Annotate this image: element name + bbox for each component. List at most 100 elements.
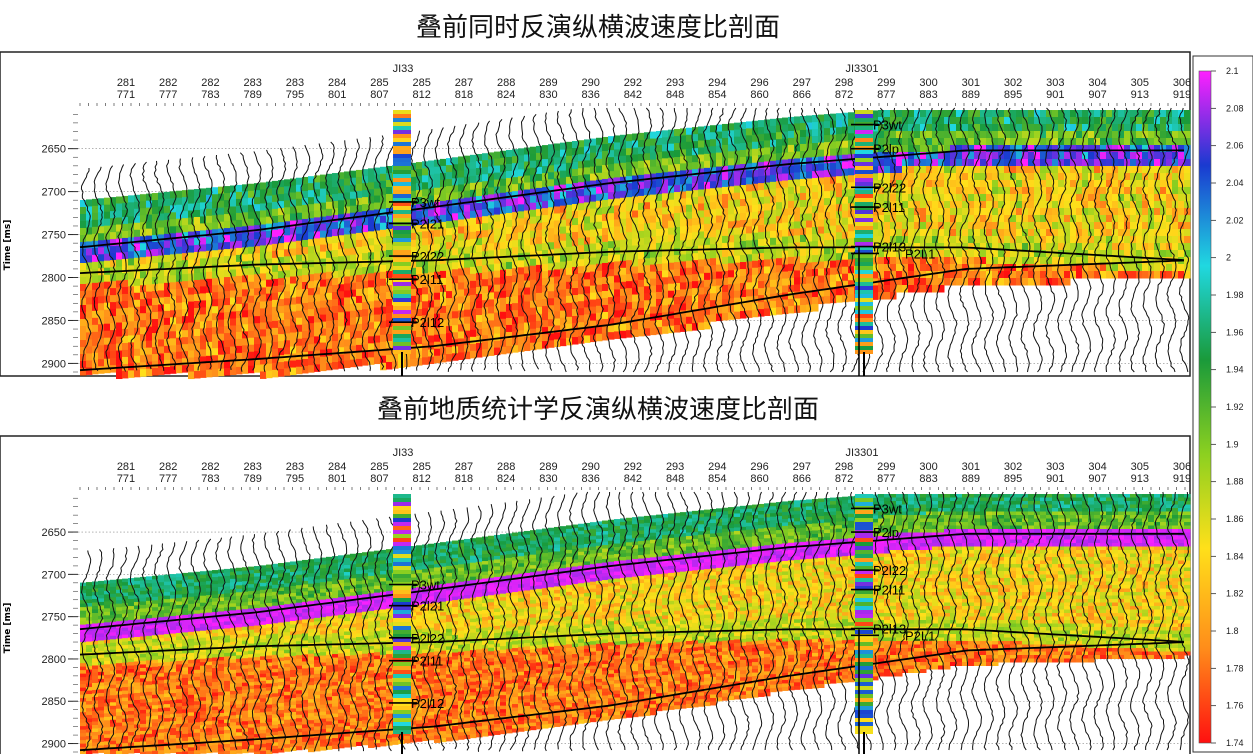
heatmap-cell <box>614 275 621 283</box>
heatmap-cell <box>620 134 627 143</box>
heatmap-cell <box>950 124 957 132</box>
heatmap-cell <box>482 258 489 266</box>
heatmap-cell <box>344 192 351 200</box>
heatmap-cell <box>944 187 951 195</box>
heatmap-cell <box>260 273 267 281</box>
heatmap-cell <box>938 271 945 279</box>
heatmap-cell <box>518 302 525 310</box>
heatmap-cell <box>1016 278 1023 286</box>
heatmap-cell <box>110 302 117 310</box>
heatmap-cell <box>1106 194 1113 202</box>
heatmap-cell <box>548 277 555 285</box>
heatmap-cell <box>596 228 603 237</box>
heatmap-cell <box>848 287 855 295</box>
heatmap-cell <box>440 326 447 335</box>
heatmap-cell <box>608 178 615 186</box>
heatmap-cell <box>224 277 231 285</box>
heatmap-cell <box>698 252 705 260</box>
heatmap-cell <box>566 162 573 171</box>
heatmap-cell <box>554 248 561 256</box>
heatmap-cell <box>848 224 855 232</box>
heatmap-cell <box>1064 208 1071 216</box>
heatmap-cell <box>542 334 549 342</box>
heatmap-cell <box>722 151 729 160</box>
heatmap-cell <box>542 159 549 167</box>
heatmap-cell <box>752 225 759 234</box>
heatmap-cell <box>272 236 279 245</box>
heatmap-cell <box>566 316 573 325</box>
heatmap-cell <box>1064 215 1071 223</box>
heatmap-cell <box>950 159 957 167</box>
heatmap-cell <box>686 239 693 248</box>
heatmap-cell <box>944 173 951 181</box>
heatmap-cell <box>260 266 267 274</box>
heatmap-cell <box>944 180 951 188</box>
heatmap-cell <box>674 178 681 186</box>
heatmap-cell <box>998 271 1005 279</box>
heatmap-cell <box>344 178 351 186</box>
heatmap-cell <box>812 304 819 312</box>
heatmap-cell <box>272 334 279 343</box>
heatmap-cell <box>458 247 465 255</box>
heatmap-cell <box>200 202 207 210</box>
heatmap-cell <box>890 145 897 153</box>
heatmap-cell <box>740 122 747 130</box>
heatmap-cell <box>488 264 495 272</box>
heatmap-cell <box>536 152 543 161</box>
heatmap-cell <box>380 215 387 224</box>
heatmap-cell <box>356 246 363 255</box>
heatmap-cell <box>218 256 225 265</box>
heatmap-cell <box>92 324 99 333</box>
heatmap-cell <box>584 167 591 175</box>
heatmap-cell <box>788 130 795 139</box>
well-label-ji33: JI33 <box>393 63 414 75</box>
x-tick-label-upper: 290 <box>581 77 599 89</box>
heatmap-cell <box>434 250 441 259</box>
heatmap-cell <box>434 327 441 336</box>
heatmap-cell <box>608 304 615 312</box>
heatmap-cell <box>326 327 333 336</box>
heatmap-cell <box>734 157 741 166</box>
heatmap-cell <box>644 244 651 252</box>
heatmap-cell <box>1088 124 1095 132</box>
heatmap-cell <box>962 271 969 279</box>
heatmap-cell <box>194 300 201 309</box>
heatmap-cell <box>122 342 129 351</box>
heatmap-cell <box>608 269 615 277</box>
heatmap-cell <box>644 258 651 266</box>
heatmap-cell <box>1034 257 1041 265</box>
heatmap-cell <box>530 279 537 288</box>
heatmap-cell <box>1118 271 1125 279</box>
heatmap-cell <box>1094 229 1101 237</box>
heatmap-cell <box>326 215 333 224</box>
heatmap-cell <box>1076 257 1083 265</box>
heatmap-cell <box>284 242 291 250</box>
heatmap-cell <box>488 292 495 300</box>
heatmap-cell <box>494 228 501 237</box>
heatmap-cell <box>992 117 999 125</box>
heatmap-cell <box>338 263 345 271</box>
heatmap-cell <box>908 180 915 188</box>
heatmap-cell <box>146 284 153 293</box>
heatmap-cell <box>524 273 531 282</box>
heatmap-cell <box>836 120 843 128</box>
heatmap-cell <box>752 204 759 213</box>
heatmap-cell <box>698 140 705 148</box>
heatmap-cell <box>596 277 603 286</box>
heatmap-cell <box>950 173 957 181</box>
heatmap-cell <box>692 239 699 247</box>
heatmap-cell <box>758 127 765 135</box>
heatmap-cell <box>734 304 741 313</box>
heatmap-cell <box>116 280 123 289</box>
heatmap-cell <box>938 215 945 223</box>
heatmap-cell <box>590 285 597 294</box>
heatmap-cell <box>596 165 603 174</box>
heatmap-cell <box>992 166 999 174</box>
heatmap-cell <box>146 193 153 202</box>
heatmap-cell <box>920 215 927 223</box>
heatmap-cell <box>332 306 339 314</box>
heatmap-cell <box>200 356 207 364</box>
heatmap-cell <box>422 189 429 197</box>
heatmap-cell <box>1106 173 1113 181</box>
heatmap-cell <box>1028 117 1035 125</box>
